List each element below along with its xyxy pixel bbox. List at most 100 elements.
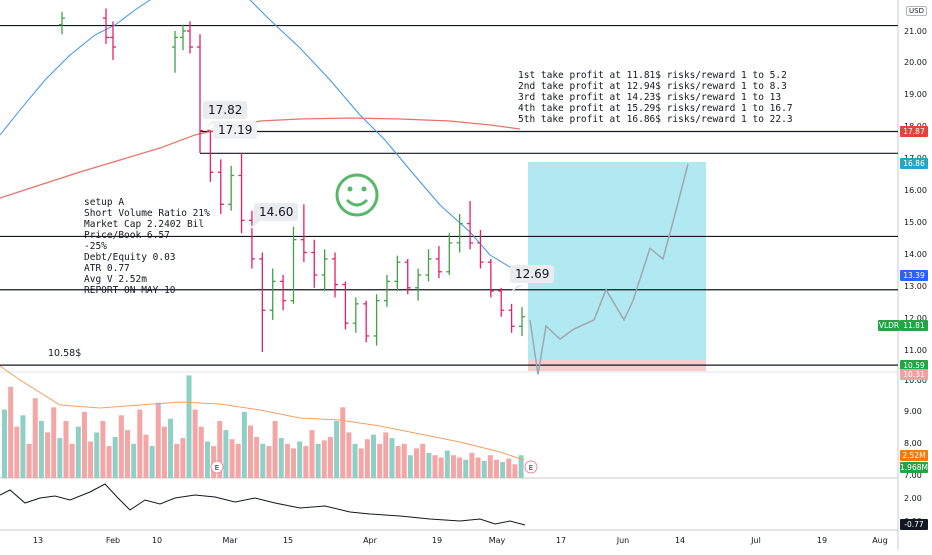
- volume-bar[interactable]: [487, 455, 493, 478]
- volume-bar[interactable]: [432, 455, 438, 478]
- volume-bar[interactable]: [327, 436, 333, 478]
- volume-bar[interactable]: [118, 415, 124, 478]
- volume-bar[interactable]: [407, 455, 413, 478]
- candle[interactable]: [404, 258, 411, 295]
- price-label-1269[interactable]: 12.69: [510, 265, 555, 283]
- volume-bar[interactable]: [100, 421, 106, 478]
- volume-bar[interactable]: [315, 443, 321, 478]
- volume-bar[interactable]: [414, 448, 420, 478]
- volume-bar[interactable]: [81, 411, 87, 478]
- candle[interactable]: [172, 31, 178, 73]
- candle[interactable]: [269, 268, 276, 320]
- volume-bar[interactable]: [235, 443, 241, 478]
- candle[interactable]: [363, 300, 370, 343]
- candle[interactable]: [342, 281, 349, 330]
- volume-bar[interactable]: [346, 432, 352, 478]
- volume-bar[interactable]: [438, 457, 444, 478]
- candle[interactable]: [59, 11, 65, 35]
- volume-bar[interactable]: [494, 459, 499, 478]
- volume-bar[interactable]: [223, 430, 229, 478]
- candle[interactable]: [103, 8, 109, 44]
- volume-bar[interactable]: [389, 438, 395, 478]
- volume-bar[interactable]: [352, 443, 358, 478]
- candle[interactable]: [187, 21, 193, 54]
- volume-histogram[interactable]: [0, 365, 525, 478]
- candle[interactable]: [498, 287, 505, 317]
- volume-bar[interactable]: [57, 438, 63, 478]
- candle[interactable]: [352, 297, 359, 333]
- earnings-marker-2[interactable]: E: [524, 460, 538, 474]
- volume-bar[interactable]: [106, 446, 112, 478]
- volume-bar[interactable]: [32, 398, 38, 478]
- volume-bar[interactable]: [155, 402, 161, 478]
- candle[interactable]: [228, 165, 235, 211]
- volume-bar[interactable]: [131, 443, 137, 478]
- candle[interactable]: [180, 24, 186, 51]
- volume-bar[interactable]: [284, 443, 290, 478]
- volume-bar[interactable]: [500, 462, 506, 478]
- candle[interactable]: [280, 274, 287, 311]
- volume-bar[interactable]: [518, 455, 524, 478]
- candle[interactable]: [415, 268, 422, 301]
- volume-bar[interactable]: [475, 457, 481, 478]
- volume-bar[interactable]: [112, 436, 118, 478]
- volume-bar[interactable]: [426, 452, 432, 478]
- candle[interactable]: [110, 21, 116, 60]
- candle[interactable]: [456, 213, 463, 253]
- price-label-1782[interactable]: 17.82: [203, 101, 248, 119]
- volume-bar[interactable]: [241, 411, 247, 478]
- candle[interactable]: [290, 226, 297, 304]
- volume-bar[interactable]: [248, 425, 253, 478]
- volume-bar[interactable]: [20, 415, 26, 478]
- volume-bar[interactable]: [309, 430, 315, 478]
- volume-bar[interactable]: [192, 409, 198, 478]
- candle[interactable]: [519, 307, 525, 336]
- volume-bar[interactable]: [149, 446, 155, 478]
- volume-bar[interactable]: [481, 460, 487, 478]
- candle[interactable]: [197, 34, 203, 153]
- volume-bar[interactable]: [469, 452, 475, 478]
- volume-bar[interactable]: [51, 407, 57, 478]
- candle[interactable]: [311, 239, 318, 288]
- volume-bar[interactable]: [401, 443, 407, 478]
- candle[interactable]: [446, 233, 453, 275]
- volume-bar[interactable]: [506, 458, 512, 478]
- volume-bar[interactable]: [14, 426, 20, 478]
- volume-bar[interactable]: [186, 375, 192, 478]
- volume-bar[interactable]: [457, 457, 463, 478]
- volume-bar[interactable]: [334, 421, 340, 478]
- currency-label[interactable]: USD: [906, 6, 927, 16]
- volume-bar[interactable]: [272, 421, 278, 478]
- volume-bar[interactable]: [94, 432, 100, 478]
- candlestick-series[interactable]: [59, 8, 525, 352]
- volume-bar[interactable]: [303, 446, 309, 478]
- volume-bar[interactable]: [395, 446, 401, 478]
- candle[interactable]: [383, 274, 390, 308]
- volume-bar[interactable]: [420, 443, 426, 478]
- volume-bar[interactable]: [371, 434, 376, 478]
- volume-bar[interactable]: [278, 438, 284, 478]
- volume-bar[interactable]: [358, 448, 364, 478]
- volume-bar[interactable]: [180, 438, 186, 478]
- candle[interactable]: [435, 246, 442, 279]
- volume-bar[interactable]: [364, 439, 370, 478]
- candle[interactable]: [248, 210, 255, 269]
- long-position-profit-zone[interactable]: [528, 162, 706, 360]
- volume-bar[interactable]: [88, 441, 94, 478]
- volume-bar[interactable]: [45, 432, 51, 478]
- candle[interactable]: [300, 204, 307, 263]
- volume-bar[interactable]: [512, 464, 518, 478]
- volume-bar[interactable]: [444, 450, 450, 478]
- volume-bar[interactable]: [137, 409, 143, 478]
- volume-bar[interactable]: [63, 421, 69, 478]
- volume-bar[interactable]: [143, 434, 149, 478]
- volume-bar[interactable]: [217, 421, 223, 478]
- volume-bar[interactable]: [297, 441, 303, 478]
- volume-bar[interactable]: [125, 430, 130, 478]
- volume-bar[interactable]: [69, 443, 75, 478]
- volume-bar[interactable]: [340, 407, 346, 478]
- candle[interactable]: [508, 303, 515, 333]
- candle[interactable]: [425, 249, 432, 282]
